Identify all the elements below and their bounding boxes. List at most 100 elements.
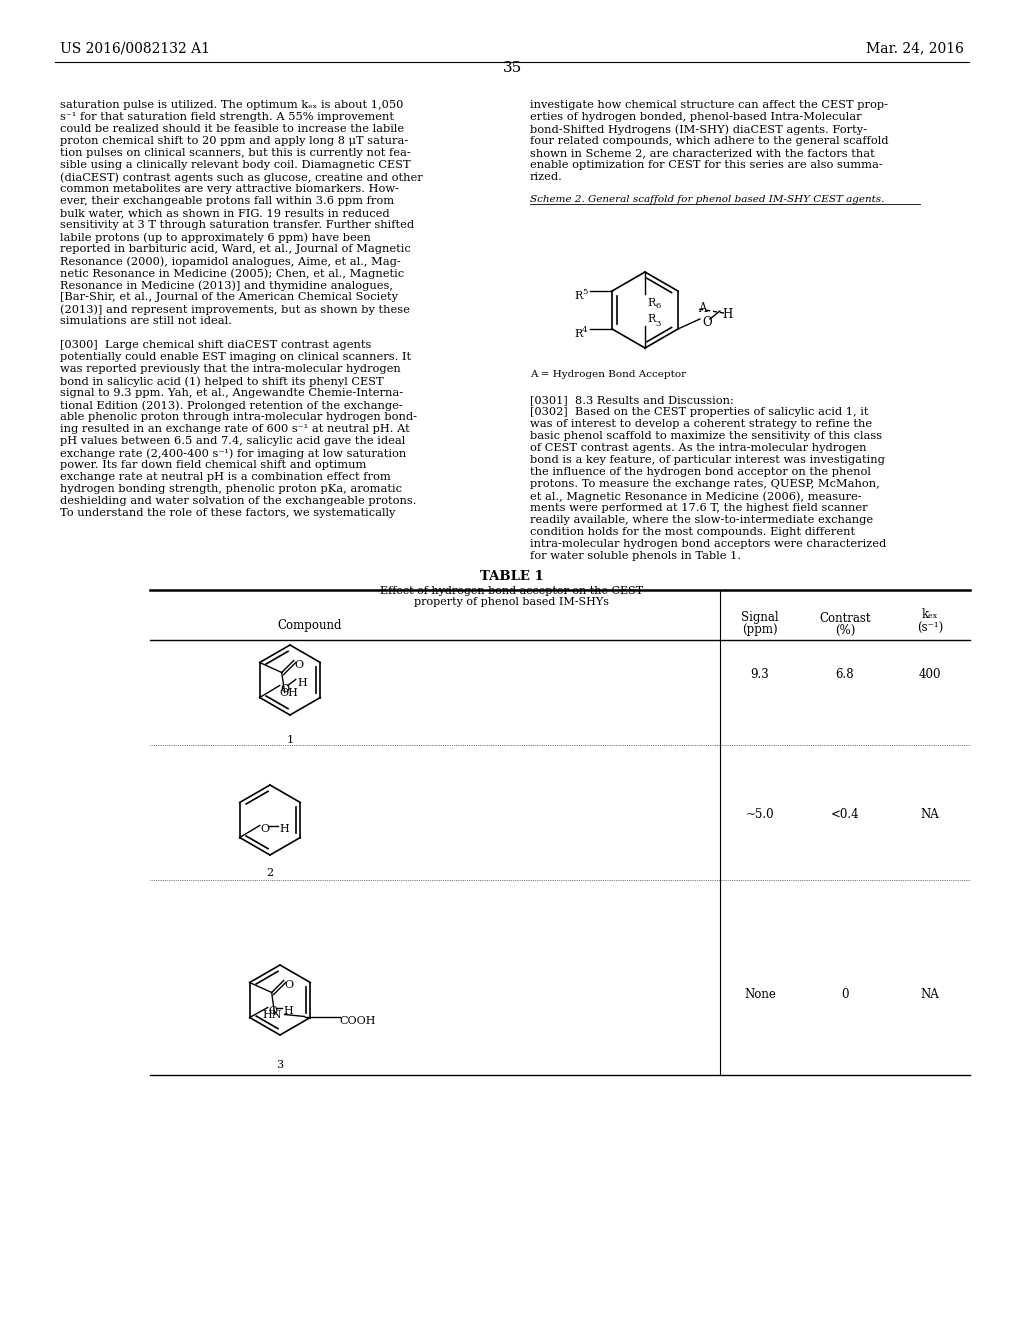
Text: for water soluble phenols in Table 1.: for water soluble phenols in Table 1.: [530, 550, 741, 561]
Text: O: O: [281, 685, 290, 694]
Text: et al., Magnetic Resonance in Medicine (2006), measure-: et al., Magnetic Resonance in Medicine (…: [530, 491, 861, 502]
Text: s⁻¹ for that saturation field strength. A 55% improvement: s⁻¹ for that saturation field strength. …: [60, 112, 394, 121]
Text: Mar. 24, 2016: Mar. 24, 2016: [866, 41, 964, 55]
Text: condition holds for the most compounds. Eight different: condition holds for the most compounds. …: [530, 527, 855, 537]
Text: 400: 400: [919, 668, 941, 681]
Text: power. Its far down field chemical shift and optimum: power. Its far down field chemical shift…: [60, 459, 367, 470]
Text: H: H: [298, 677, 307, 688]
Text: common metabolites are very attractive biomarkers. How-: common metabolites are very attractive b…: [60, 183, 399, 194]
Text: H: H: [722, 309, 732, 322]
Text: [0301]  8.3 Results and Discussion:: [0301] 8.3 Results and Discussion:: [530, 395, 734, 405]
Text: None: None: [744, 989, 776, 1002]
Text: 5: 5: [582, 288, 588, 296]
Text: (%): (%): [835, 623, 855, 636]
Text: Contrast: Contrast: [819, 611, 870, 624]
Text: able phenolic proton through intra-molecular hydrogen bond-: able phenolic proton through intra-molec…: [60, 412, 417, 422]
Text: labile protons (up to approximately 6 ppm) have been: labile protons (up to approximately 6 pp…: [60, 232, 371, 243]
Text: O: O: [268, 1006, 278, 1016]
Text: Signal: Signal: [741, 611, 779, 624]
Text: sible using a clinically relevant body coil. Diamagnetic CEST: sible using a clinically relevant body c…: [60, 160, 411, 170]
Text: erties of hydrogen bonded, phenol-based Intra-Molecular: erties of hydrogen bonded, phenol-based …: [530, 112, 861, 121]
Text: (ppm): (ppm): [742, 623, 778, 636]
Text: saturation pulse is utilized. The optimum kₑₓ is about 1,050: saturation pulse is utilized. The optimu…: [60, 100, 403, 110]
Text: four related compounds, which adhere to the general scaffold: four related compounds, which adhere to …: [530, 136, 889, 147]
Text: was of interest to develop a coherent strategy to refine the: was of interest to develop a coherent st…: [530, 418, 872, 429]
Text: [0302]  Based on the CEST properties of salicylic acid 1, it: [0302] Based on the CEST properties of s…: [530, 407, 868, 417]
Text: ~5.0: ~5.0: [745, 808, 774, 821]
Text: bond in salicylic acid (1) helped to shift its phenyl CEST: bond in salicylic acid (1) helped to shi…: [60, 376, 384, 387]
Text: H: H: [280, 824, 290, 833]
Text: hydrogen bonding strength, phenolic proton pKa, aromatic: hydrogen bonding strength, phenolic prot…: [60, 484, 402, 494]
Text: intra-molecular hydrogen bond acceptors were characterized: intra-molecular hydrogen bond acceptors …: [530, 539, 886, 549]
Text: potentially could enable EST imaging on clinical scanners. It: potentially could enable EST imaging on …: [60, 352, 411, 362]
Text: 9.3: 9.3: [751, 668, 769, 681]
Text: enable optimization for CEST for this series are also summa-: enable optimization for CEST for this se…: [530, 160, 883, 170]
Text: (diaCEST) contrast agents such as glucose, creatine and other: (diaCEST) contrast agents such as glucos…: [60, 172, 423, 182]
Text: R: R: [574, 290, 583, 301]
Text: 2: 2: [266, 869, 273, 878]
Text: reported in barbituric acid, Ward, et al., Journal of Magnetic: reported in barbituric acid, Ward, et al…: [60, 244, 411, 253]
Text: Resonance (2000), iopamidol analogues, Aime, et al., Mag-: Resonance (2000), iopamidol analogues, A…: [60, 256, 400, 267]
Text: A = Hydrogen Bond Acceptor: A = Hydrogen Bond Acceptor: [530, 370, 686, 379]
Text: 6.8: 6.8: [836, 668, 854, 681]
Text: TABLE 1: TABLE 1: [480, 570, 544, 583]
Text: ments were performed at 17.6 T, the highest field scanner: ments were performed at 17.6 T, the high…: [530, 503, 867, 513]
Text: A: A: [698, 302, 707, 315]
Text: netic Resonance in Medicine (2005); Chen, et al., Magnetic: netic Resonance in Medicine (2005); Chen…: [60, 268, 404, 279]
Text: exchange rate (2,400-400 s⁻¹) for imaging at low saturation: exchange rate (2,400-400 s⁻¹) for imagin…: [60, 447, 407, 458]
Text: O: O: [701, 317, 712, 330]
Text: kₑₓ: kₑₓ: [922, 609, 938, 622]
Text: Compound: Compound: [278, 619, 342, 631]
Text: HN: HN: [263, 1011, 283, 1020]
Text: H: H: [284, 1006, 294, 1015]
Text: was reported previously that the intra-molecular hydrogen: was reported previously that the intra-m…: [60, 364, 400, 374]
Text: 6: 6: [655, 302, 660, 310]
Text: 3: 3: [276, 1060, 284, 1071]
Text: proton chemical shift to 20 ppm and apply long 8 μT satura-: proton chemical shift to 20 ppm and appl…: [60, 136, 409, 147]
Text: 0: 0: [842, 989, 849, 1002]
Text: bond-Shifted Hydrogens (IM-SHY) diaCEST agents. Forty-: bond-Shifted Hydrogens (IM-SHY) diaCEST …: [530, 124, 867, 135]
Text: could be realized should it be feasible to increase the labile: could be realized should it be feasible …: [60, 124, 404, 135]
Text: NA: NA: [921, 989, 939, 1002]
Text: the influence of the hydrogen bond acceptor on the phenol: the influence of the hydrogen bond accep…: [530, 467, 870, 477]
Text: (s⁻¹): (s⁻¹): [916, 622, 943, 635]
Text: (2013)] and represent improvements, but as shown by these: (2013)] and represent improvements, but …: [60, 304, 410, 314]
Text: ing resulted in an exchange rate of 600 s⁻¹ at neutral pH. At: ing resulted in an exchange rate of 600 …: [60, 424, 410, 434]
Text: Effect of hydrogen bond acceptor on the CEST: Effect of hydrogen bond acceptor on the …: [381, 586, 643, 597]
Text: readily available, where the slow-to-intermediate exchange: readily available, where the slow-to-int…: [530, 515, 873, 525]
Text: basic phenol scaffold to maximize the sensitivity of this class: basic phenol scaffold to maximize the se…: [530, 432, 882, 441]
Text: pH values between 6.5 and 7.4, salicylic acid gave the ideal: pH values between 6.5 and 7.4, salicylic…: [60, 436, 406, 446]
Text: sensitivity at 3 T through saturation transfer. Further shifted: sensitivity at 3 T through saturation tr…: [60, 220, 414, 230]
Text: tional Edition (2013). Prolonged retention of the exchange-: tional Edition (2013). Prolonged retenti…: [60, 400, 402, 411]
Text: 35: 35: [503, 61, 521, 75]
Text: Scheme 2. General scaffold for phenol based IM-SHY CEST agents.: Scheme 2. General scaffold for phenol ba…: [530, 195, 885, 205]
Text: 1: 1: [287, 735, 294, 744]
Text: O: O: [295, 660, 304, 669]
Text: protons. To measure the exchange rates, QUESP, McMahon,: protons. To measure the exchange rates, …: [530, 479, 880, 488]
Text: 4: 4: [582, 326, 588, 334]
Text: tion pulses on clinical scanners, but this is currently not fea-: tion pulses on clinical scanners, but th…: [60, 148, 411, 158]
Text: shown in Scheme 2, are characterized with the factors that: shown in Scheme 2, are characterized wit…: [530, 148, 874, 158]
Text: rized.: rized.: [530, 172, 563, 182]
Text: simulations are still not ideal.: simulations are still not ideal.: [60, 315, 231, 326]
Text: deshielding and water solvation of the exchangeable protons.: deshielding and water solvation of the e…: [60, 496, 417, 506]
Text: bond is a key feature, of particular interest was investigating: bond is a key feature, of particular int…: [530, 455, 885, 465]
Text: property of phenol based IM-SHYs: property of phenol based IM-SHYs: [415, 597, 609, 607]
Text: ever, their exchangeable protons fall within 3.6 ppm from: ever, their exchangeable protons fall wi…: [60, 195, 394, 206]
Text: COOH: COOH: [340, 1015, 376, 1026]
Text: US 2016/0082132 A1: US 2016/0082132 A1: [60, 41, 210, 55]
Text: [0300]  Large chemical shift diaCEST contrast agents: [0300] Large chemical shift diaCEST cont…: [60, 341, 372, 350]
Text: R: R: [647, 314, 655, 323]
Text: O: O: [261, 825, 269, 834]
Text: signal to 9.3 ppm. Yah, et al., Angewandte Chemie-Interna-: signal to 9.3 ppm. Yah, et al., Angewand…: [60, 388, 403, 399]
Text: R: R: [647, 298, 655, 308]
Text: Resonance in Medicine (2013)] and thymidine analogues,: Resonance in Medicine (2013)] and thymid…: [60, 280, 393, 290]
Text: <0.4: <0.4: [830, 808, 859, 821]
Text: [Bar-Shir, et al., Journal of the American Chemical Society: [Bar-Shir, et al., Journal of the Americ…: [60, 292, 398, 302]
Text: of CEST contrast agents. As the intra-molecular hydrogen: of CEST contrast agents. As the intra-mo…: [530, 444, 866, 453]
Text: R: R: [574, 329, 583, 339]
Text: exchange rate at neutral pH is a combination effect from: exchange rate at neutral pH is a combina…: [60, 473, 391, 482]
Text: O: O: [285, 979, 294, 990]
Text: 3: 3: [655, 319, 660, 327]
Text: To understand the role of these factors, we systematically: To understand the role of these factors,…: [60, 508, 395, 517]
